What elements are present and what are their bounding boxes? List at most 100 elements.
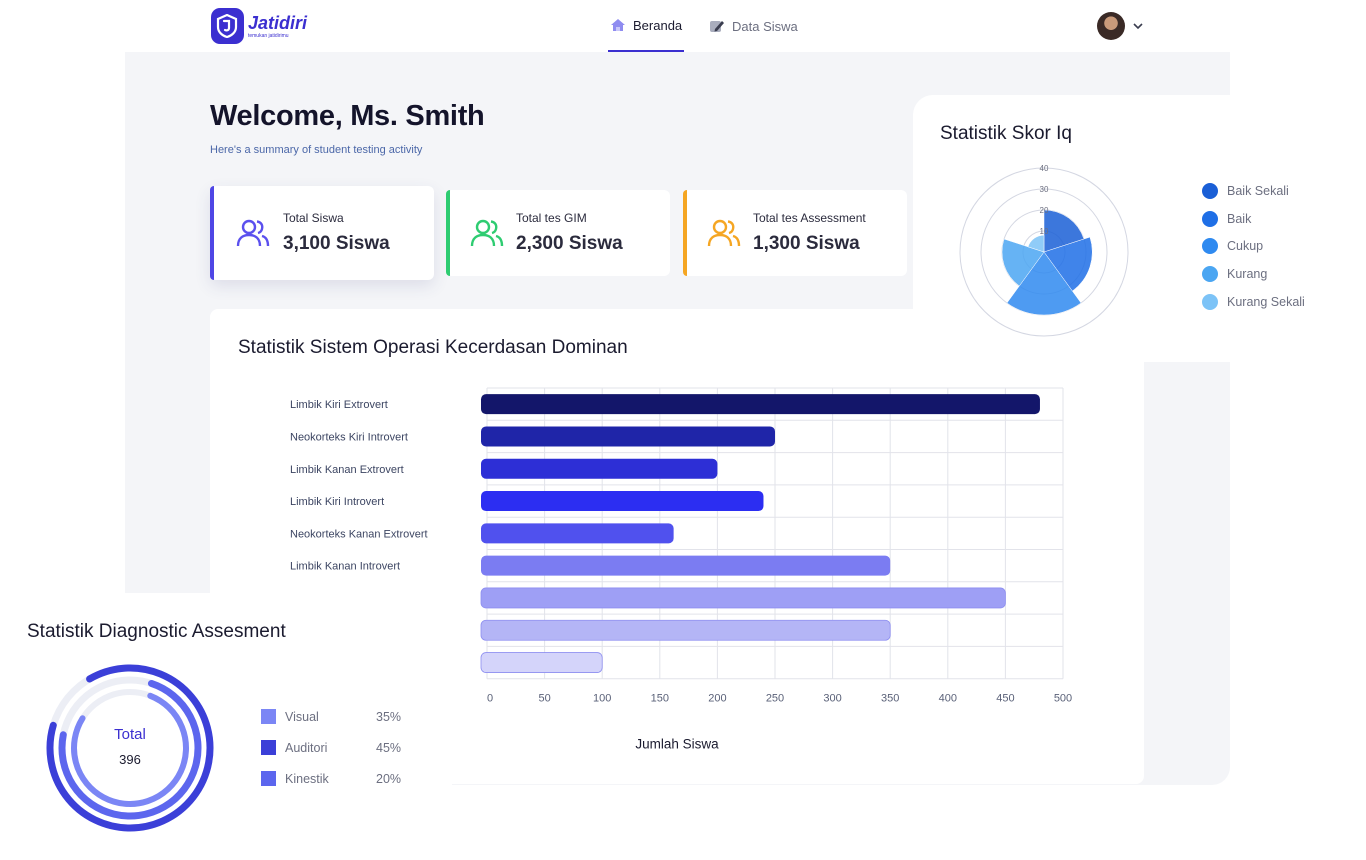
diagnostic-legend-percent: 45% xyxy=(376,741,402,755)
avatar[interactable] xyxy=(1097,12,1125,40)
legend-swatch xyxy=(261,740,276,755)
diagnostic-legend-label: Visual xyxy=(285,710,319,724)
iq-legend-label: Baik xyxy=(1227,212,1252,226)
iq-legend-label: Cukup xyxy=(1227,239,1264,253)
x-tick-label: 250 xyxy=(766,693,784,705)
iq-legend-item[interactable]: Kurang Sekali xyxy=(1202,294,1305,310)
card-accent-bar xyxy=(210,186,214,280)
category-label: Limbik Kanan Introvert xyxy=(290,561,400,573)
iq-legend-label: Baik Sekali xyxy=(1227,184,1289,198)
chevron-down-icon[interactable] xyxy=(1131,19,1145,33)
legend-dot xyxy=(1202,294,1218,310)
users-icon xyxy=(707,219,741,247)
polar-tick-label: 20 xyxy=(1040,206,1049,215)
page-subtitle: Here's a summary of student testing acti… xyxy=(210,144,423,156)
bar xyxy=(480,652,603,673)
bar xyxy=(480,587,1006,609)
polar-tick-label: 30 xyxy=(1040,185,1049,194)
x-tick-label: 150 xyxy=(651,693,669,705)
polar-sector xyxy=(1043,209,1085,253)
radial-bar xyxy=(71,692,189,807)
x-tick-label: 100 xyxy=(593,693,611,705)
polar-tick-label: 10 xyxy=(1040,227,1049,236)
bar xyxy=(481,426,775,447)
stat-value: 2,300 Siswa xyxy=(516,233,623,254)
stat-value: 1,300 Siswa xyxy=(753,233,860,254)
page-title: Welcome, Ms. Smith xyxy=(210,100,485,132)
iq-polar-chart: 10 20 30 40 xyxy=(959,164,1129,337)
diagnostic-total-label: Total xyxy=(114,726,146,743)
x-tick-label: 200 xyxy=(708,693,726,705)
diagnostic-total-value: 396 xyxy=(119,752,141,767)
category-label: Limbik Kanan Extrovert xyxy=(290,464,404,476)
iq-legend-label: Kurang Sekali xyxy=(1227,295,1305,309)
x-tick-label: 450 xyxy=(996,693,1014,705)
app-logo[interactable]: Jatidiri temukan jatidirimu xyxy=(211,8,307,44)
stat-label: Total Siswa xyxy=(283,211,344,225)
bar xyxy=(481,458,718,479)
bar xyxy=(481,394,1040,415)
logo-icon xyxy=(211,8,244,44)
bar-chart-title: Statistik Sistem Operasi Kecerdasan Domi… xyxy=(238,337,628,358)
bar xyxy=(481,491,764,512)
stat-label: Total tes Assessment xyxy=(753,211,866,225)
diagnostic-legend-label: Kinestik xyxy=(285,772,329,786)
x-tick-label: 500 xyxy=(1054,693,1072,705)
x-tick-label: 300 xyxy=(823,693,841,705)
category-label: Neokorteks Kanan Extrovert xyxy=(290,528,428,540)
iq-legend-label: Kurang xyxy=(1227,267,1268,281)
stat-card-total-siswa[interactable]: Total Siswa 3,100 Siswa xyxy=(210,186,434,280)
stat-card-total-gim[interactable]: Total tes GIM 2,300 Siswa xyxy=(446,190,670,276)
category-label: Limbik Kiri Extrovert xyxy=(290,399,388,411)
bar-chart: Limbik Kiri Extrovert Neokorteks Kiri Int… xyxy=(290,387,1072,752)
diagnostic-legend-percent: 20% xyxy=(376,772,402,786)
iq-legend-item[interactable]: Kurang xyxy=(1202,266,1267,282)
stat-label: Total tes GIM xyxy=(516,211,587,225)
card-accent-bar xyxy=(446,190,450,276)
users-icon xyxy=(236,219,270,247)
legend-swatch xyxy=(261,709,276,724)
bar xyxy=(480,619,891,641)
polar-ring xyxy=(959,167,1129,337)
category-label: Limbik Kiri Introvert xyxy=(290,496,384,508)
x-tick-label: 0 xyxy=(487,693,493,705)
iq-legend-item[interactable]: Baik Sekali xyxy=(1202,183,1289,199)
polar-sector xyxy=(1001,238,1045,287)
diagnostic-radial-chart xyxy=(46,664,214,832)
iq-chart-title: Statistik Skor Iq xyxy=(940,123,1072,144)
iq-chart-panel xyxy=(913,95,1366,362)
legend-dot xyxy=(1202,211,1218,227)
top-navbar: Jatidiri temukan jatidirimu Beranda Data… xyxy=(0,0,1366,52)
app-tagline: temukan jatidirimu xyxy=(247,32,289,39)
home-icon xyxy=(611,19,625,31)
polar-sector xyxy=(1027,234,1045,253)
polar-tick-label: 40 xyxy=(1040,164,1049,173)
radial-bar xyxy=(46,664,214,832)
category-label: Neokorteks Kiri Introvert xyxy=(290,431,408,443)
legend-dot xyxy=(1202,266,1218,282)
iq-legend-item[interactable]: Cukup xyxy=(1202,238,1263,254)
radial-bar xyxy=(58,679,202,820)
tab-beranda-label: Beranda xyxy=(633,17,683,33)
diagnostic-chart-title: Statistik Diagnostic Assesment xyxy=(27,621,286,642)
iq-legend-item[interactable]: Baik xyxy=(1202,211,1251,227)
tab-data-siswa[interactable]: Data Siswa xyxy=(709,0,799,52)
app-name: Jatidiri xyxy=(247,12,307,33)
x-axis-label: Jumlah Siswa xyxy=(635,737,719,752)
legend-swatch xyxy=(261,771,276,786)
x-tick-label: 350 xyxy=(881,693,899,705)
tab-data-siswa-label: Data Siswa xyxy=(732,18,798,34)
x-tick-label: 400 xyxy=(939,693,957,705)
diagnostic-legend-label: Auditori xyxy=(285,741,328,755)
users-icon xyxy=(470,219,504,247)
polar-sector xyxy=(1043,236,1093,292)
stat-card-total-assessment[interactable]: Total tes Assessment 1,300 Siswa xyxy=(683,190,907,276)
diagnostic-legend-percent: 35% xyxy=(376,710,402,724)
polar-sector xyxy=(1006,251,1082,316)
bar xyxy=(481,523,674,544)
stat-value: 3,100 Siswa xyxy=(283,233,390,254)
x-tick-label: 50 xyxy=(538,693,550,705)
legend-dot xyxy=(1202,238,1218,254)
tab-beranda[interactable]: Beranda xyxy=(608,0,684,52)
legend-dot xyxy=(1202,183,1218,199)
